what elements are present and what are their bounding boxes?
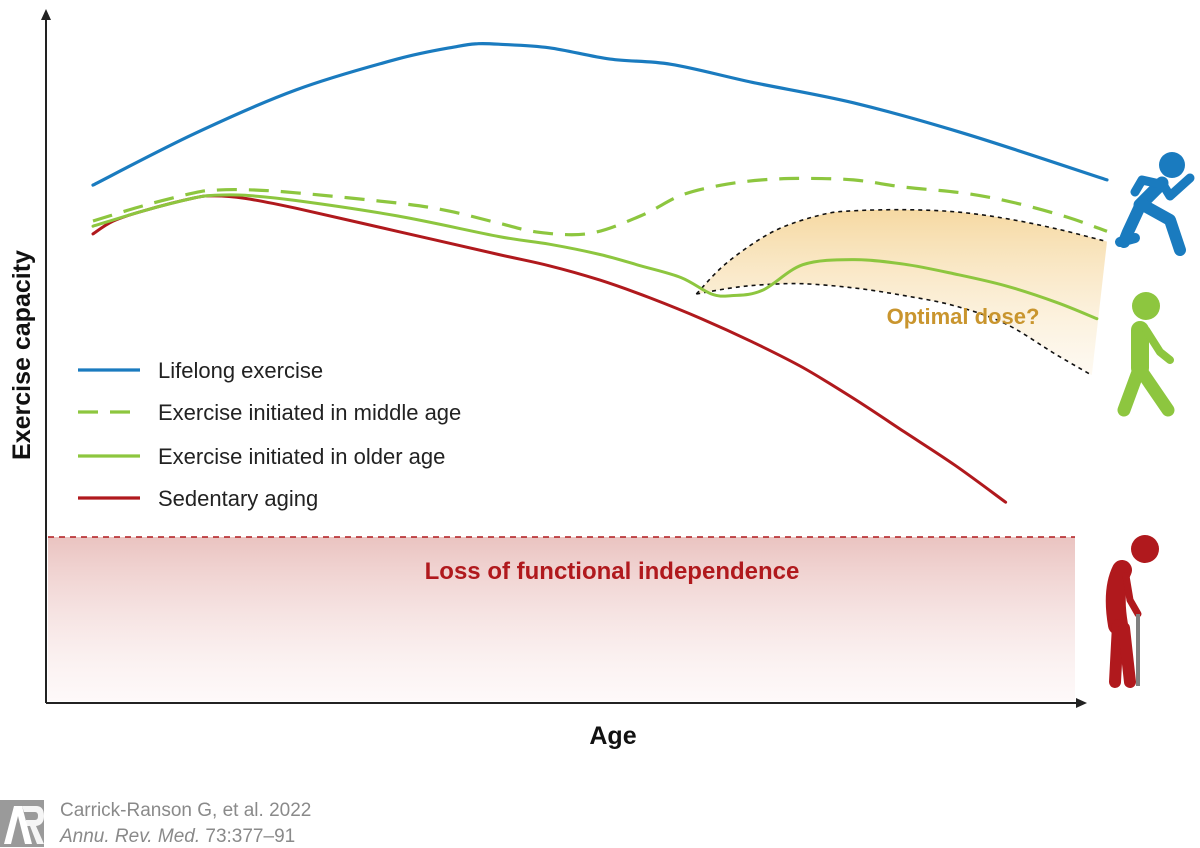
legend-label-exercise-older-age: Exercise initiated in older age [158, 444, 445, 469]
legend-label-sedentary-aging: Sedentary aging [158, 486, 318, 511]
loss-of-independence-zone [48, 537, 1075, 701]
citation-volume-pages: 73:377–91 [205, 826, 296, 847]
citation-journal: Annu. Rev. Med. [60, 826, 201, 847]
walking-person-icon [1117, 292, 1175, 417]
optimal-dose-label: Optimal dose? [887, 304, 1040, 329]
annual-reviews-logo [0, 800, 44, 847]
citation-authors: Carrick-Ranson G, et al. 2022 [60, 800, 312, 821]
citation-journal-line: Annu. Rev. Med. 73:377–91 [60, 826, 295, 848]
loss-of-independence-label: Loss of functional independence [425, 558, 800, 585]
y-axis-label: Exercise capacity [8, 250, 36, 460]
legend-label-lifelong-exercise: Lifelong exercise [158, 358, 323, 383]
legend-label-exercise-middle-age: Exercise initiated in middle age [158, 400, 461, 425]
series-line-lifelong-exercise [91, 41, 1109, 187]
elderly-person-with-cane-icon [1105, 535, 1159, 688]
legend: Lifelong exercise Exercise initiated in … [78, 358, 461, 511]
series-line-exercise-middle-age [92, 176, 1108, 237]
optimal-dose-lower-bound [696, 282, 1093, 376]
x-axis-label: Age [589, 722, 636, 750]
running-person-icon [1115, 152, 1195, 256]
series-line-exercise-older-age [91, 193, 1099, 321]
optimal-dose-band [696, 209, 1107, 376]
